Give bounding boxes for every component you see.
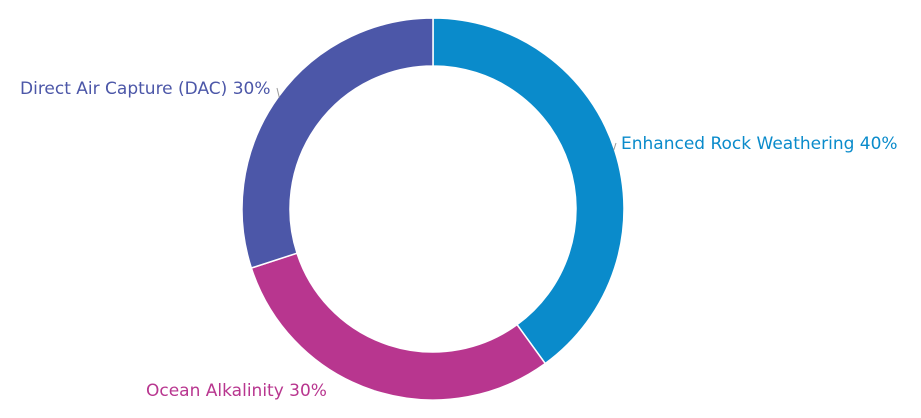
slice-enhanced-rock-weathering <box>433 18 624 364</box>
slice-direct-air-capture-dac <box>242 18 433 268</box>
slice-label-enhanced-rock-weathering: Enhanced Rock Weathering 40% <box>621 134 898 154</box>
slice-ocean-alkalinity <box>251 253 545 400</box>
slices-layer <box>242 18 624 400</box>
slice-label-ocean-alkalinity: Ocean Alkalinity 30% <box>146 381 327 401</box>
slice-label-direct-air-capture-dac: Direct Air Capture (DAC) 30% <box>20 79 271 99</box>
